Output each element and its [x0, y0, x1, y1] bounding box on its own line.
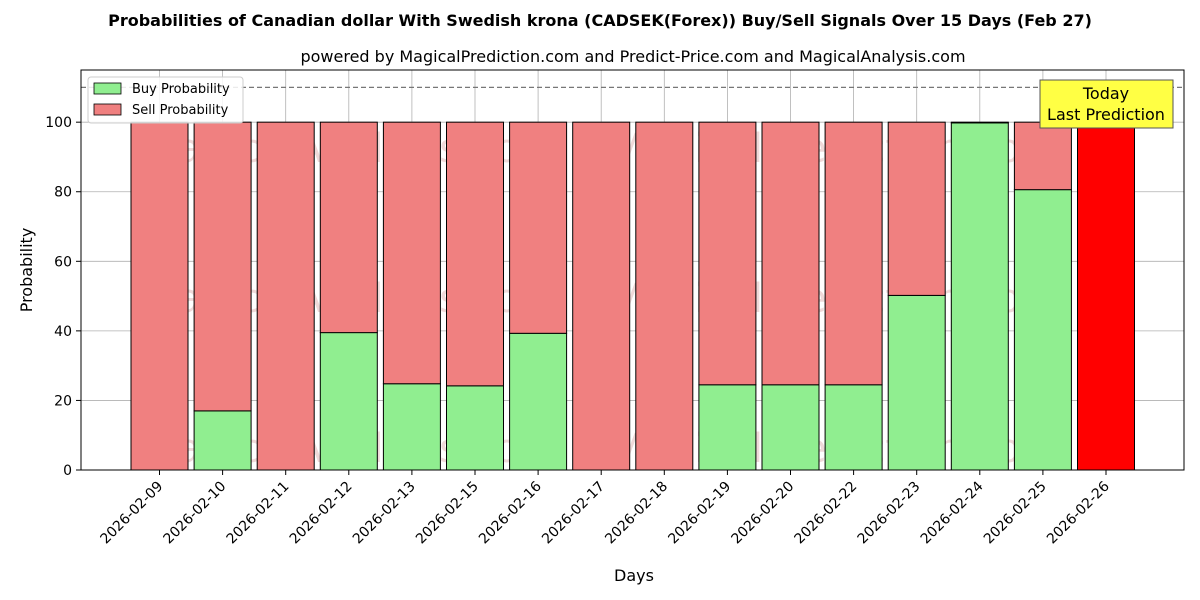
x-tick-label: 2026-02-10 [161, 479, 230, 548]
sell-bar [319, 121, 378, 334]
buy-bar [446, 385, 504, 471]
y-tick-label: 60 [54, 254, 72, 270]
y-tick-label: 20 [54, 393, 72, 409]
sell-bar [698, 121, 757, 386]
today-annotation: Today Last Prediction [1039, 79, 1174, 129]
bars-layer [130, 121, 1135, 471]
buy-bar [1013, 189, 1072, 471]
x-tick-label: 2026-02-19 [665, 479, 734, 548]
legend-box [87, 76, 244, 124]
x-tick-label: 2026-02-18 [602, 479, 671, 548]
chart-subtitle: powered by MagicalPrediction.com and Pre… [300, 47, 965, 66]
buy-bar [319, 332, 378, 471]
y-tick-label: 40 [54, 324, 72, 340]
legend: Buy Probability Sell Probability [87, 76, 244, 124]
x-tick-label: 2026-02-24 [918, 478, 987, 547]
x-tick-label: 2026-02-12 [287, 479, 356, 548]
buy-bar [698, 384, 757, 471]
sell-bar [256, 121, 315, 471]
x-tick-label: 2026-02-22 [792, 479, 861, 548]
x-tick-label: 2026-02-13 [350, 479, 419, 548]
sell-bar [193, 121, 252, 412]
sell-bar [382, 121, 441, 385]
plot-frame [80, 69, 1185, 471]
chart-title: Probabilities of Canadian dollar With Sw… [108, 11, 1092, 30]
x-tick-label: 2026-02-23 [855, 479, 924, 548]
buy-bar [509, 332, 568, 471]
buy-bar [193, 410, 252, 471]
x-tick-label: 2026-02-26 [1044, 478, 1113, 547]
y-tick-label: 0 [63, 463, 72, 479]
sell-bar [1013, 121, 1072, 191]
buy-bar [382, 383, 441, 471]
x-tick-label: 2026-02-09 [97, 479, 166, 548]
x-tick-label: 2026-02-20 [728, 479, 797, 548]
buy-bar [824, 384, 883, 471]
x-tick-label: 2026-02-25 [981, 479, 1050, 548]
sell-bar [761, 121, 820, 386]
today-sell-bar [1077, 121, 1135, 471]
annotation-line2: Last Prediction [1047, 105, 1165, 124]
annotation-line1: Today [1082, 84, 1129, 103]
y-tick-label: 100 [45, 115, 72, 131]
x-tick-label: 2026-02-16 [476, 478, 545, 547]
sell-bar [950, 121, 1009, 124]
legend-swatch-sell [93, 103, 122, 116]
sell-bar [824, 121, 883, 386]
sell-bar [509, 121, 568, 334]
annotation-box [1039, 79, 1174, 129]
buy-bar [887, 294, 946, 471]
x-axis-label: Days [614, 566, 654, 585]
legend-label-buy: Buy Probability [132, 82, 230, 97]
x-axis-ticks: 2026-02-092026-02-102026-02-112026-02-12… [97, 470, 1113, 548]
sell-bar [887, 121, 946, 296]
x-tick-label: 2026-02-17 [539, 479, 608, 548]
buy-bar [950, 122, 1009, 471]
buy-bar [761, 384, 820, 471]
y-axis-ticks: 0 20 40 60 80 100 [45, 115, 81, 479]
y-axis-label: Probability [17, 228, 36, 313]
sell-bar [635, 121, 694, 471]
legend-swatch-buy [93, 82, 122, 95]
legend-label-sell: Sell Probability [132, 103, 229, 118]
sell-bar [446, 121, 504, 387]
sell-bar [130, 121, 189, 471]
x-tick-label: 2026-02-15 [413, 479, 482, 548]
y-tick-label: 80 [54, 185, 72, 201]
sell-bar [572, 121, 631, 471]
x-tick-label: 2026-02-11 [224, 479, 293, 548]
